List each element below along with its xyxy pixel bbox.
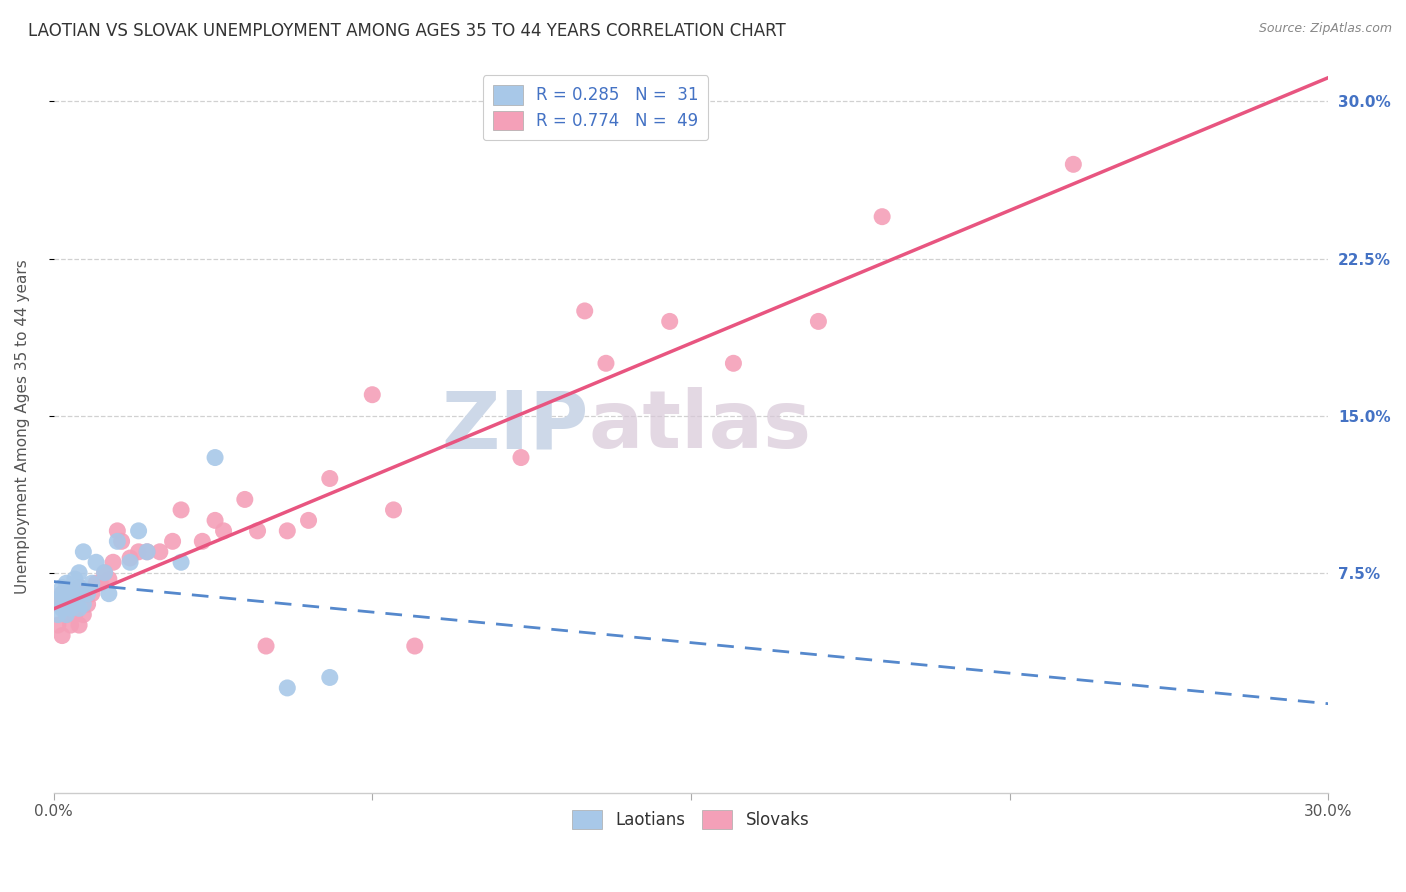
Point (59, 601, 82, 615)
Point (51, 601, 73, 615)
Point (63, 597, 86, 611)
Point (84, 576, 107, 591)
Point (128, 545, 150, 559)
Text: Source: ZipAtlas.com: Source: ZipAtlas.com (1258, 22, 1392, 36)
Point (97, 587, 120, 601)
Point (72, 607, 94, 622)
Point (233, 492, 256, 507)
Point (59, 587, 82, 601)
Point (72, 587, 94, 601)
Point (76, 587, 98, 601)
Point (191, 534, 214, 549)
Point (361, 388, 384, 402)
Point (276, 524, 298, 538)
Point (170, 555, 193, 569)
Point (1062, 157, 1084, 171)
Text: ZIP: ZIP (441, 387, 589, 465)
Point (510, 450, 533, 465)
Point (120, 551, 142, 566)
Point (84, 555, 107, 569)
Point (67, 566, 90, 580)
Point (595, 356, 617, 370)
Point (97, 572, 120, 586)
Point (574, 304, 596, 318)
Point (46, 593, 69, 607)
Text: atlas: atlas (589, 387, 813, 465)
Point (51, 587, 73, 601)
Point (63, 587, 86, 601)
Y-axis label: Unemployment Among Ages 35 to 44 years: Unemployment Among Ages 35 to 44 years (15, 259, 30, 593)
Point (55, 597, 77, 611)
Point (120, 555, 142, 569)
Point (55, 607, 77, 622)
Point (67, 618, 90, 632)
Point (149, 545, 172, 559)
Point (136, 545, 159, 559)
Point (76, 597, 98, 611)
Point (59, 618, 82, 632)
Point (67, 581, 90, 595)
Point (404, 639, 426, 653)
Point (204, 513, 226, 527)
Point (89, 576, 111, 591)
Point (63, 572, 86, 586)
Point (46, 607, 69, 622)
Point (101, 555, 124, 569)
Point (55, 576, 77, 591)
Point (723, 356, 745, 370)
Point (162, 534, 184, 549)
Point (870, 210, 893, 224)
Point (658, 314, 681, 328)
Point (105, 524, 128, 538)
Point (93, 566, 115, 580)
Point (297, 513, 319, 527)
Point (46, 597, 69, 611)
Point (59, 587, 82, 601)
Point (63, 597, 86, 611)
Legend: Laotians, Slovaks: Laotians, Slovaks (565, 803, 815, 836)
Point (246, 524, 269, 538)
Point (93, 566, 115, 580)
Point (67, 581, 90, 595)
Point (72, 545, 94, 559)
Point (55, 597, 77, 611)
Point (51, 581, 73, 595)
Text: LAOTIAN VS SLOVAK UNEMPLOYMENT AMONG AGES 35 TO 44 YEARS CORRELATION CHART: LAOTIAN VS SLOVAK UNEMPLOYMENT AMONG AGE… (28, 22, 786, 40)
Point (136, 545, 159, 559)
Point (55, 607, 77, 622)
Point (382, 503, 405, 517)
Point (51, 629, 73, 643)
Point (80, 576, 103, 591)
Point (80, 587, 103, 601)
Point (170, 503, 193, 517)
Point (254, 639, 277, 653)
Point (128, 524, 150, 538)
Point (67, 601, 90, 615)
Point (63, 607, 86, 622)
Point (319, 471, 342, 485)
Point (807, 314, 830, 328)
Point (319, 670, 342, 684)
Point (204, 450, 226, 465)
Point (46, 618, 69, 632)
Point (212, 524, 235, 538)
Point (51, 587, 73, 601)
Point (110, 534, 132, 549)
Point (105, 534, 128, 549)
Point (72, 597, 94, 611)
Point (276, 681, 298, 695)
